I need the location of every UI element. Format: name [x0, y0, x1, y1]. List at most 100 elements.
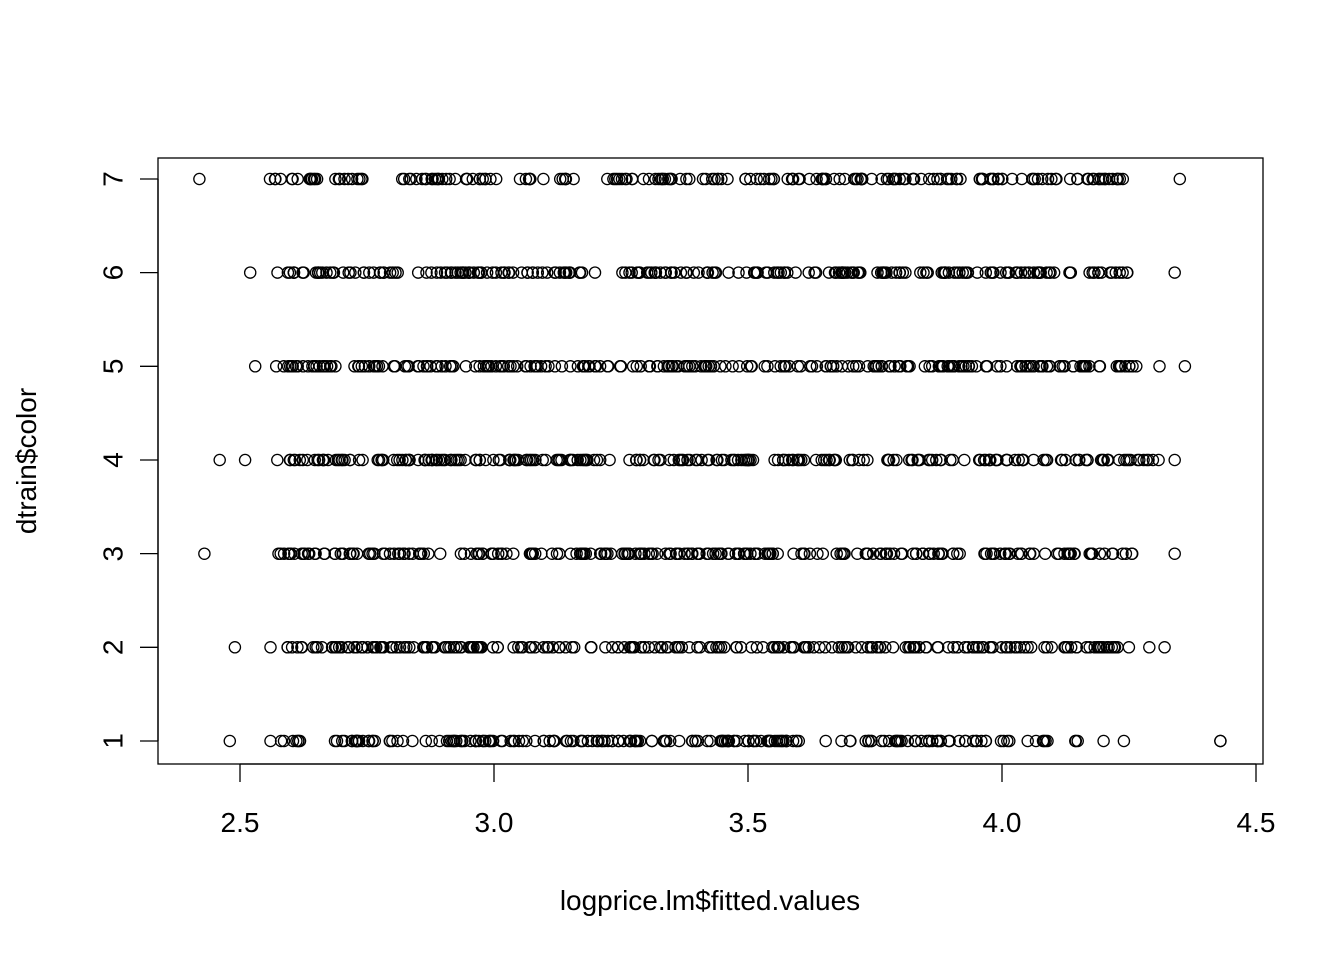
data-point — [851, 547, 864, 560]
data-point — [849, 641, 862, 654]
data-point — [930, 453, 943, 467]
data-point — [1058, 641, 1072, 654]
data-point — [271, 453, 284, 467]
data-point — [715, 172, 728, 186]
data-point — [473, 453, 487, 467]
data-point — [897, 172, 911, 186]
data-point — [356, 453, 369, 467]
data-point — [757, 172, 771, 186]
data-point — [387, 453, 400, 467]
data-point — [711, 172, 724, 186]
data-point — [213, 453, 226, 467]
data-point — [795, 453, 808, 467]
data-point — [1052, 547, 1066, 560]
data-point — [391, 734, 404, 748]
data-point — [938, 266, 952, 279]
data-point — [411, 266, 425, 279]
data-point — [459, 266, 472, 279]
data-point — [1038, 641, 1051, 654]
data-point — [751, 547, 765, 560]
data-point — [624, 641, 637, 654]
data-point — [984, 641, 997, 654]
data-point — [805, 360, 819, 373]
data-point — [311, 641, 324, 654]
data-point — [816, 547, 830, 560]
data-point — [661, 360, 675, 373]
data-point — [859, 547, 873, 560]
data-point — [722, 734, 735, 748]
data-point — [193, 172, 206, 186]
data-point — [308, 453, 322, 467]
data-point — [390, 641, 403, 654]
data-point — [301, 453, 314, 467]
data-point — [956, 266, 969, 279]
data-point — [628, 734, 641, 748]
data-point — [349, 266, 362, 279]
data-point — [516, 734, 530, 748]
data-point — [966, 734, 980, 748]
data-point — [994, 266, 1007, 279]
y-axis: 1 2 3 4 5 6 7 — [98, 171, 159, 749]
data-point — [616, 547, 629, 560]
data-point — [528, 641, 542, 654]
data-point — [746, 734, 760, 748]
data-point — [486, 734, 500, 748]
data-point — [1214, 734, 1227, 748]
data-point — [1116, 172, 1130, 186]
data-point — [1062, 547, 1075, 560]
data-point — [718, 641, 731, 654]
data-point — [649, 172, 662, 186]
data-point — [890, 453, 903, 467]
data-point — [739, 547, 752, 560]
data-point — [824, 360, 838, 373]
data-point — [417, 641, 431, 654]
data-point — [351, 172, 364, 186]
data-point — [934, 734, 948, 748]
data-point — [442, 734, 456, 748]
data-point — [603, 453, 616, 467]
data-point — [606, 641, 619, 654]
data-point — [606, 734, 619, 748]
data-point — [1085, 547, 1099, 560]
data-point — [1037, 734, 1051, 748]
data-point — [1021, 734, 1034, 748]
data-point — [590, 734, 604, 748]
data-point — [269, 360, 283, 373]
data-point — [618, 641, 631, 654]
data-point — [1071, 172, 1084, 186]
data-point — [277, 547, 291, 560]
data-point — [950, 266, 964, 279]
data-point — [433, 547, 447, 560]
data-point — [352, 734, 366, 748]
data-point — [672, 734, 686, 748]
data-point — [1029, 734, 1043, 748]
data-point — [512, 734, 526, 748]
data-point — [810, 360, 824, 373]
data-point — [953, 547, 966, 560]
data-point — [1104, 266, 1117, 279]
data-point — [599, 641, 612, 654]
data-point — [1116, 547, 1129, 560]
data-point — [543, 734, 556, 748]
data-point — [366, 734, 379, 748]
data-point — [584, 641, 598, 654]
data-point — [345, 172, 359, 186]
data-point — [393, 453, 406, 467]
data-point — [362, 360, 376, 373]
data-point — [243, 266, 257, 279]
data-point — [1064, 641, 1078, 654]
x-tick-label: 3.5 — [729, 807, 768, 838]
data-point — [626, 360, 640, 373]
data-point — [474, 641, 487, 654]
data-point — [528, 360, 541, 373]
data-point — [642, 547, 656, 560]
data-point — [425, 266, 438, 279]
data-point — [433, 734, 446, 748]
data-point — [228, 641, 242, 654]
data-point — [571, 453, 584, 467]
data-point — [809, 453, 823, 467]
data-point — [620, 172, 633, 186]
data-point — [407, 641, 420, 654]
data-point — [847, 172, 861, 186]
